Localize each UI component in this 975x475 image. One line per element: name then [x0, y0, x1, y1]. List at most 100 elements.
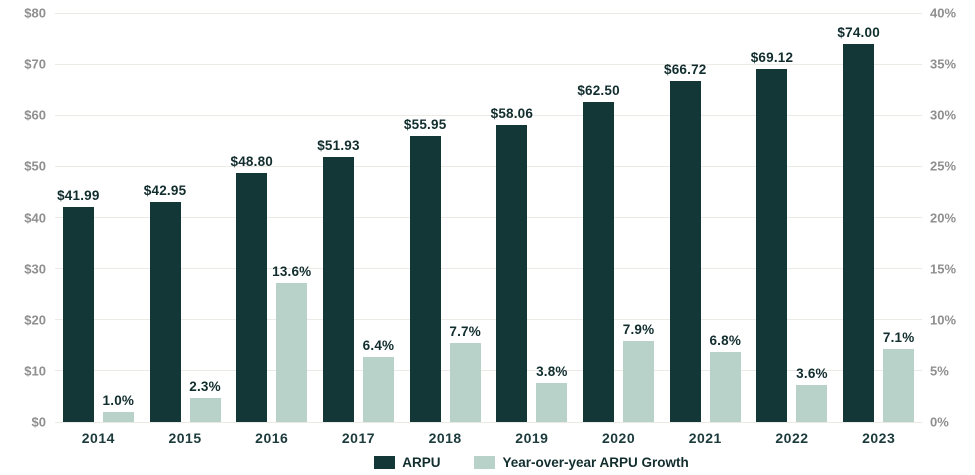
arpu-bar: $74.00: [837, 25, 880, 422]
left-axis-tick-label: $80: [24, 5, 46, 21]
legend-item-arpu: ARPU: [374, 455, 440, 470]
arpu-value-label: $58.06: [490, 106, 534, 122]
arpu-value-label: $62.50: [577, 83, 620, 99]
growth-bar: 3.6%: [796, 366, 828, 422]
plot-area: $41.99 1.0% $42.95 2.3% $48.80 13.6% $51.93 6.4…: [55, 12, 922, 423]
left-axis-tick-label: $30: [24, 261, 46, 277]
arpu-value-label: $55.95: [403, 116, 447, 132]
growth-bar: 3.8%: [536, 364, 567, 422]
growth-bar: 2.3%: [189, 379, 221, 422]
bar-group: $55.95 7.7%: [402, 13, 489, 422]
left-axis-tick-label: $40: [24, 210, 46, 225]
bar-group: $58.06 3.8%: [489, 13, 576, 422]
growth-value-label: 13.6%: [272, 263, 312, 279]
right-axis-tick-label: 30%: [930, 107, 957, 123]
arpu-bar: $55.95: [404, 117, 446, 422]
left-axis-tick-label: $0: [31, 414, 46, 430]
growth-bar: 13.6%: [272, 264, 311, 422]
right-axis-tick-label: 40%: [930, 5, 957, 21]
gridline: [55, 165, 922, 167]
arpu-value-label: $69.12: [750, 49, 794, 65]
growth-bar: 7.1%: [883, 330, 914, 422]
growth-legend-swatch-icon: [474, 456, 496, 469]
right-axis-tick-label: 20%: [930, 210, 957, 225]
growth-value-label: 7.9%: [622, 322, 655, 338]
x-axis-year-label: 2022: [775, 430, 809, 446]
right-axis-tick-label: 10%: [930, 312, 957, 328]
gridline: [55, 12, 922, 14]
bar-group: $66.72 6.8%: [662, 13, 749, 422]
right-axis-tick-label: 25%: [930, 158, 957, 174]
arpu-value-label: $51.93: [317, 137, 360, 153]
growth-value-label: 7.1%: [882, 330, 915, 346]
growth-value-label: 2.3%: [189, 379, 221, 395]
x-axis-year-label: 2017: [341, 430, 376, 446]
arpu-value-label: $41.99: [57, 188, 100, 204]
arpu-bar: $48.80: [231, 154, 273, 422]
gridline: [55, 217, 922, 218]
left-axis-tick-label: $20: [24, 312, 46, 328]
growth-value-label: 1.0%: [102, 392, 135, 408]
left-axis-tick-label: $60: [24, 107, 46, 123]
gridline: [55, 114, 922, 116]
bar-group: $42.95 2.3%: [142, 13, 229, 422]
gridline: [55, 421, 922, 423]
growth-bar: 6.8%: [709, 333, 741, 422]
x-axis-year-label: 2015: [168, 430, 202, 446]
x-axis-year-label: 2023: [862, 430, 896, 446]
arpu-bar: $42.95: [144, 183, 186, 422]
x-axis-year-label: 2018: [428, 430, 462, 446]
growth-value-label: 6.8%: [709, 333, 742, 349]
x-axis: 2014 2015 2016 2017 2018 2019 2020 2021 2022 2023: [55, 430, 922, 446]
left-y-axis: $0 $10 $20 $30 $40 $50 $60 $70 $80: [6, 6, 50, 430]
bar-group: $74.00 7.1%: [835, 13, 922, 422]
arpu-value-label: $48.80: [230, 153, 273, 169]
arpu-bar: $58.06: [491, 106, 533, 422]
arpu-value-label: $66.72: [664, 61, 707, 77]
right-axis-tick-label: 0%: [930, 414, 949, 430]
bar-group: $48.80 13.6%: [228, 13, 315, 422]
legend-label-growth: Year-over-year ARPU Growth: [502, 455, 689, 470]
gridline: [55, 370, 922, 372]
growth-bar: 6.4%: [363, 338, 394, 422]
x-axis-year-label: 2016: [255, 430, 289, 446]
arpu-value-label: $42.95: [143, 183, 187, 199]
growth-value-label: 3.8%: [536, 364, 568, 380]
right-axis-tick-label: 5%: [930, 363, 949, 379]
bar-group: $41.99 1.0%: [55, 13, 142, 422]
right-axis-tick-label: 15%: [930, 261, 957, 277]
growth-value-label: 6.4%: [362, 337, 395, 353]
legend-item-growth: Year-over-year ARPU Growth: [474, 455, 689, 470]
x-axis-year-label: 2014: [81, 430, 115, 446]
growth-bar: 1.0%: [103, 393, 134, 422]
growth-value-label: 7.7%: [449, 324, 481, 340]
x-axis-year-label: 2021: [688, 430, 722, 446]
gridline: [55, 268, 922, 270]
x-axis-year-label: 2019: [515, 430, 549, 446]
bar-group: $51.93 6.4%: [315, 13, 402, 422]
growth-bar: 7.7%: [449, 324, 481, 422]
arpu-value-label: $74.00: [837, 24, 880, 40]
bar-group: $62.50 7.9%: [575, 13, 662, 422]
gridline: [55, 63, 922, 65]
left-axis-tick-label: $70: [24, 56, 46, 72]
left-axis-tick-label: $50: [24, 158, 46, 174]
left-axis-tick-label: $10: [24, 363, 46, 379]
legend-label-arpu: ARPU: [402, 455, 441, 470]
bar-group: $69.12 3.6%: [749, 13, 836, 422]
x-axis-year-label: 2020: [601, 430, 636, 446]
legend: ARPU Year-over-year ARPU Growth: [44, 455, 975, 470]
right-y-axis: 0% 5% 10% 15% 20% 25% 30% 35% 40%: [930, 6, 975, 430]
growth-value-label: 3.6%: [796, 366, 828, 382]
arpu-legend-swatch-icon: [374, 456, 396, 469]
arpu-bar: $62.50: [577, 83, 620, 422]
bar-groups: $41.99 1.0% $42.95 2.3% $48.80 13.6% $51.93 6.4…: [55, 13, 922, 422]
growth-bar: 7.9%: [623, 322, 654, 422]
arpu-bar: $51.93: [317, 138, 360, 422]
gridline: [55, 319, 922, 321]
arpu-bar: $66.72: [664, 62, 706, 422]
arpu-bar: $41.99: [57, 188, 99, 422]
arpu-bar: $69.12: [751, 50, 793, 422]
right-axis-tick-label: 35%: [930, 56, 957, 72]
